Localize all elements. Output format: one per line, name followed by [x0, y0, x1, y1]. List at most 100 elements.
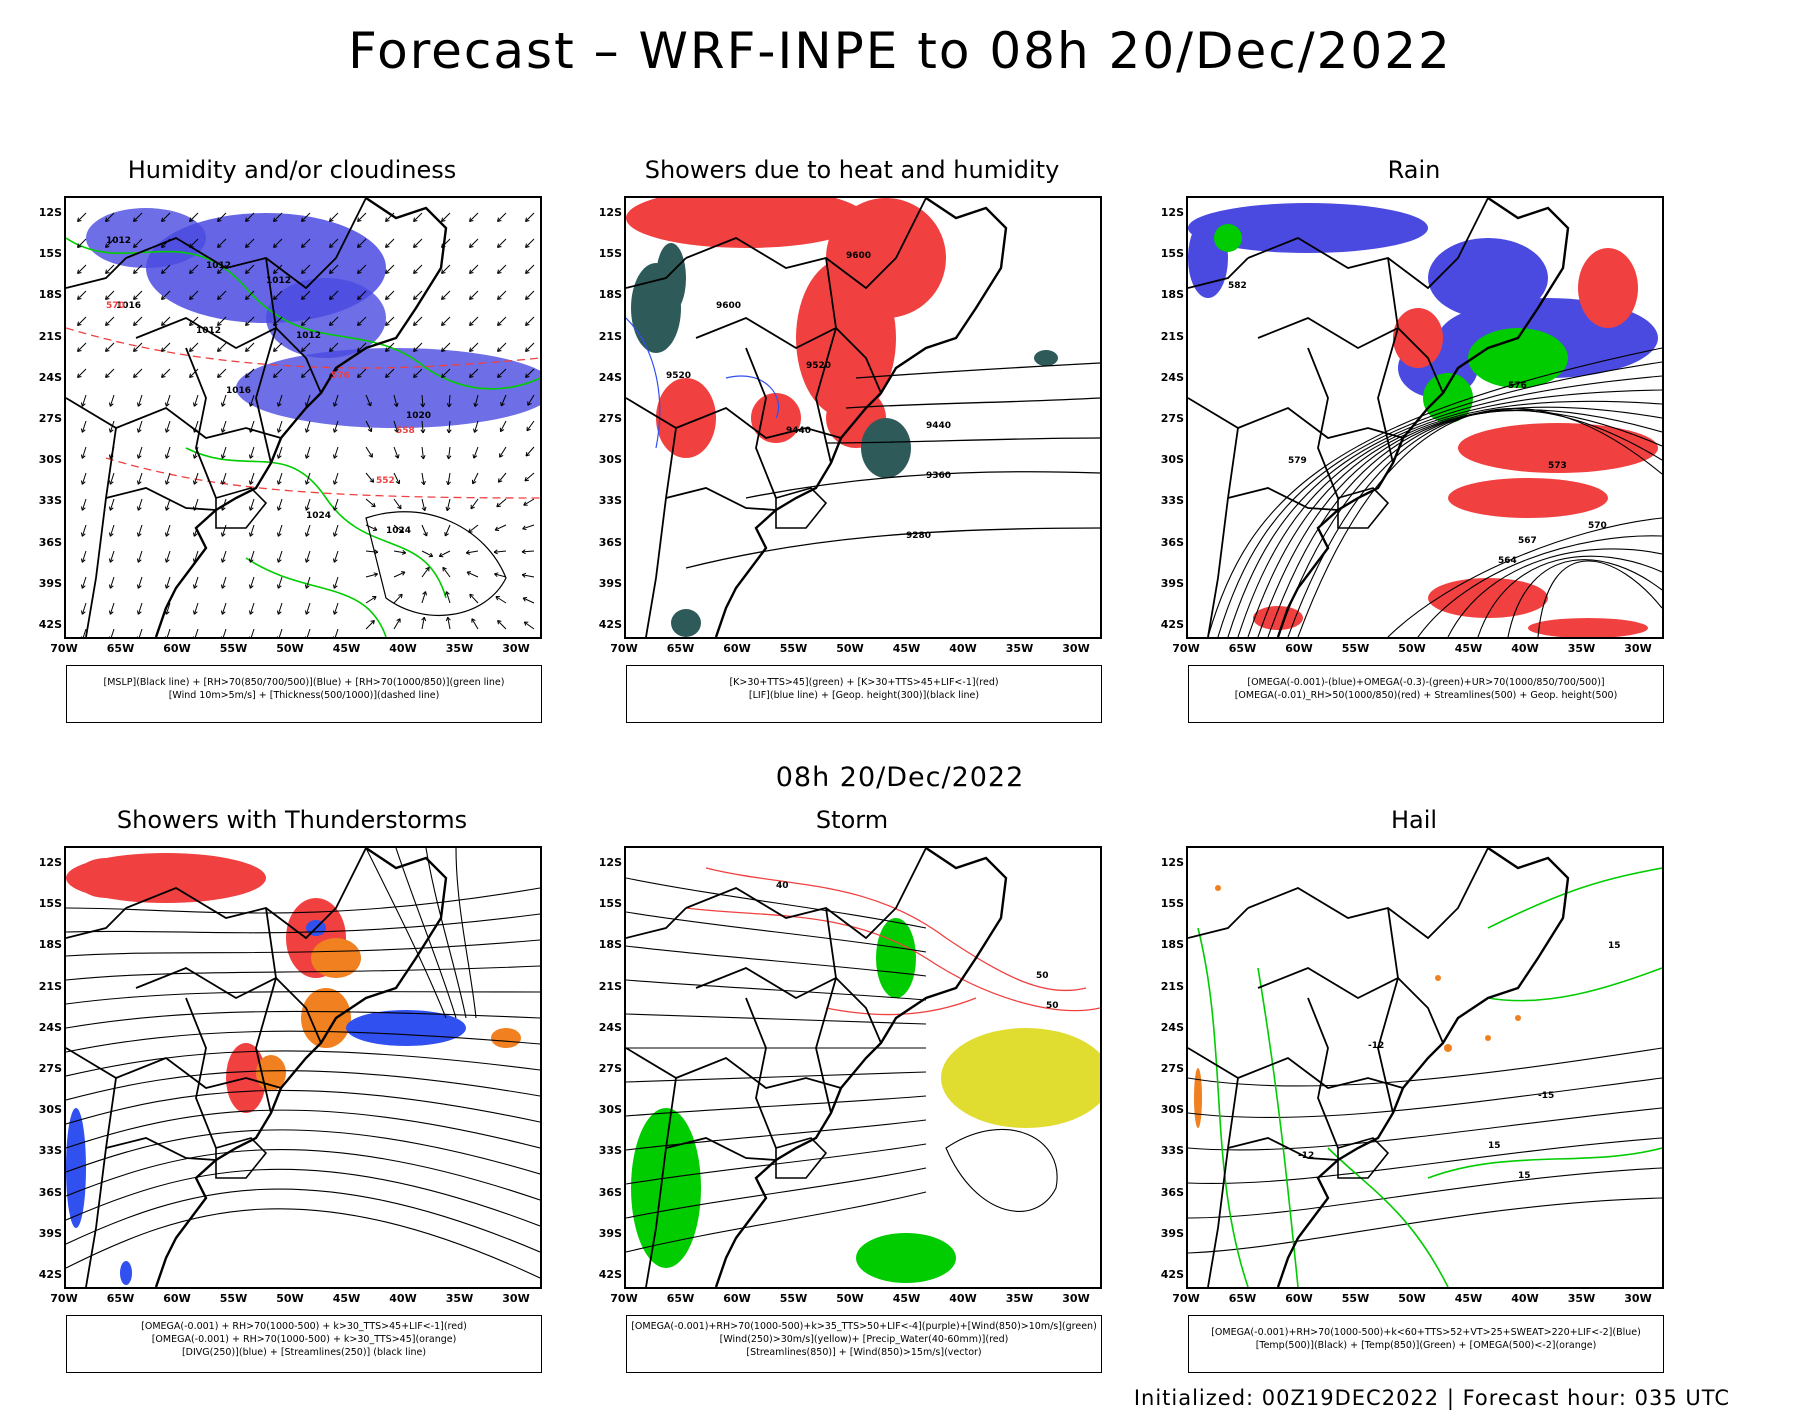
latitude-label: 42S — [1156, 1268, 1184, 1281]
legend-line: [K>30+TTS>45](green) + [K>30+TTS>45+LIF<… — [627, 676, 1101, 689]
panel-legend: [OMEGA(-0.001)-(blue)+OMEGA(-0.3)-(green… — [1188, 665, 1664, 723]
longitude-label: 50W — [275, 642, 305, 655]
latitude-label: 39S — [594, 1227, 622, 1240]
latitude-label: 39S — [34, 577, 62, 590]
contour-label: 9600 — [716, 301, 741, 311]
contour-label: 9440 — [786, 426, 811, 436]
panel-legend: [OMEGA(-0.001)+RH>70(1000-500)+k>35_TTS>… — [626, 1315, 1102, 1373]
latitude-label: 15S — [1156, 247, 1184, 260]
contour-label: 9280 — [906, 531, 931, 541]
longitude-label: 45W — [332, 1292, 362, 1305]
latitude-label: 21S — [34, 980, 62, 993]
longitude-label: 40W — [388, 642, 418, 655]
contour-label: 552 — [376, 476, 395, 486]
latitude-label: 30S — [1156, 1103, 1184, 1116]
longitude-label: 45W — [332, 642, 362, 655]
contour-label: 9520 — [806, 361, 831, 371]
contour-label: 1012 — [196, 326, 221, 336]
latitude-label: 24S — [594, 1021, 622, 1034]
longitude-label: 70W — [49, 1292, 79, 1305]
panel-title: Showers due to heat and humidity — [582, 156, 1122, 184]
latitude-label: 18S — [34, 288, 62, 301]
latitude-label: 21S — [594, 330, 622, 343]
latitude-label: 36S — [594, 536, 622, 549]
legend-line: [OMEGA(-0.001)+RH>70(1000-500)+k>35_TTS>… — [627, 1320, 1101, 1333]
longitude-label: 30W — [1623, 642, 1653, 655]
panel-legend: [OMEGA(-0.001) + RH>70(1000-500) + k>30_… — [66, 1315, 542, 1373]
latitude-label: 24S — [594, 371, 622, 384]
longitude-label: 55W — [219, 642, 249, 655]
latitude-label: 18S — [594, 938, 622, 951]
latitude-label: 18S — [594, 288, 622, 301]
latitude-label: 42S — [594, 618, 622, 631]
contour-label: 15 — [1608, 941, 1621, 951]
longitude-label: 45W — [1454, 1292, 1484, 1305]
contour-label: 1024 — [386, 526, 411, 536]
latitude-label: 18S — [1156, 938, 1184, 951]
longitude-label: 70W — [609, 1292, 639, 1305]
longitude-label: 65W — [1228, 642, 1258, 655]
legend-line: [MSLP](Black line) + [RH>70(850/700/500)… — [67, 676, 541, 689]
latitude-label: 30S — [594, 1103, 622, 1116]
latitude-label: 12S — [34, 206, 62, 219]
longitude-label: 70W — [1171, 642, 1201, 655]
longitude-label: 40W — [1510, 1292, 1540, 1305]
latitude-label: 15S — [594, 897, 622, 910]
map-area — [64, 846, 542, 1289]
legend-line: [OMEGA(-0.001)-(blue)+OMEGA(-0.3)-(green… — [1189, 676, 1663, 689]
contour-label: 1012 — [266, 276, 291, 286]
panel-legend: [K>30+TTS>45](green) + [K>30+TTS>45+LIF<… — [626, 665, 1102, 723]
longitude-label: 60W — [1284, 1292, 1314, 1305]
latitude-label: 42S — [34, 618, 62, 631]
contour-label: 558 — [396, 426, 415, 436]
longitude-label: 30W — [1623, 1292, 1653, 1305]
longitude-label: 45W — [892, 1292, 922, 1305]
latitude-label: 39S — [1156, 577, 1184, 590]
longitude-label: 30W — [501, 642, 531, 655]
contour-label: 15 — [1488, 1141, 1501, 1151]
latitude-label: 24S — [1156, 1021, 1184, 1034]
longitude-label: 65W — [106, 642, 136, 655]
contour-label: 564 — [1498, 556, 1517, 566]
contour-label: 1012 — [296, 331, 321, 341]
contour-label: 570 — [1588, 521, 1607, 531]
latitude-label: 27S — [34, 1062, 62, 1075]
latitude-label: 21S — [1156, 980, 1184, 993]
contour-label: 1020 — [406, 411, 431, 421]
initialization-footer: Initialized: 00Z19DEC2022 | Forecast hou… — [1134, 1386, 1730, 1410]
longitude-label: 50W — [1397, 642, 1427, 655]
latitude-label: 30S — [34, 1103, 62, 1116]
panel-legend: [MSLP](Black line) + [RH>70(850/700/500)… — [66, 665, 542, 723]
longitude-label: 45W — [1454, 642, 1484, 655]
latitude-label: 15S — [594, 247, 622, 260]
longitude-label: 65W — [1228, 1292, 1258, 1305]
latitude-label: 39S — [1156, 1227, 1184, 1240]
longitude-label: 40W — [1510, 642, 1540, 655]
contour-label: 567 — [1518, 536, 1537, 546]
latitude-label: 12S — [1156, 206, 1184, 219]
longitude-label: 60W — [722, 1292, 752, 1305]
legend-line: [OMEGA(-0.001) + RH>70(1000-500) + k>30_… — [67, 1333, 541, 1346]
longitude-label: 65W — [666, 642, 696, 655]
longitude-label: 30W — [1061, 642, 1091, 655]
longitude-label: 35W — [1005, 1292, 1035, 1305]
legend-line: [Wind(250)>30m/s](yellow)+ [Precip_Water… — [627, 1333, 1101, 1346]
latitude-label: 33S — [1156, 1144, 1184, 1157]
latitude-label: 33S — [1156, 494, 1184, 507]
latitude-label: 36S — [1156, 536, 1184, 549]
contour-label: 1012 — [106, 236, 131, 246]
latitude-label: 27S — [594, 1062, 622, 1075]
legend-line: [OMEGA(-0.001)+RH>70(1000-500)+k<60+TTS>… — [1189, 1326, 1663, 1339]
latitude-label: 24S — [34, 371, 62, 384]
longitude-label: 40W — [388, 1292, 418, 1305]
latitude-label: 12S — [594, 206, 622, 219]
latitude-label: 27S — [1156, 412, 1184, 425]
latitude-label: 42S — [1156, 618, 1184, 631]
longitude-label: 45W — [892, 642, 922, 655]
contour-label: 1016 — [226, 386, 251, 396]
